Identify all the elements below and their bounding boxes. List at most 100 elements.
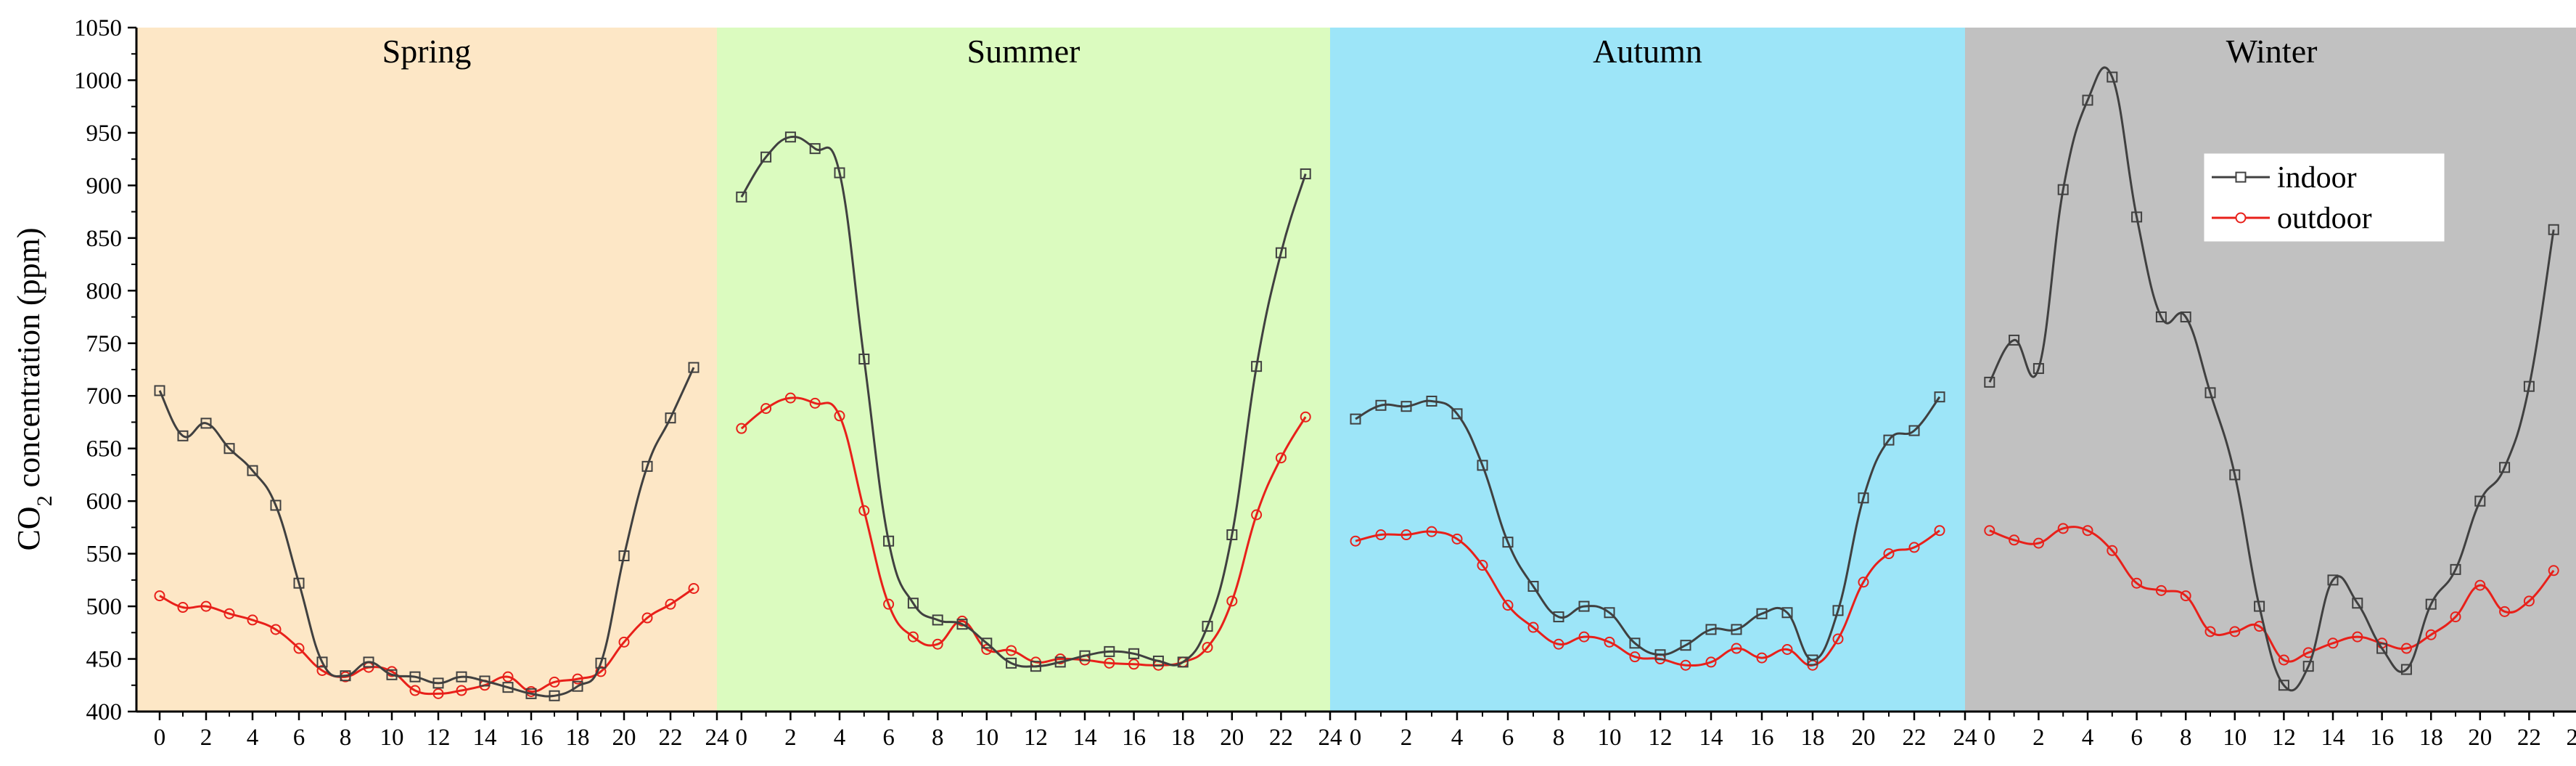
indoor-point-summer-1: [760, 151, 772, 163]
x-tick-label-summer-20: 20: [1220, 725, 1244, 751]
outdoor-point-summer-11: [1006, 645, 1017, 656]
indoor-point-spring-16: [525, 688, 537, 699]
panel-backgrounds: Spring Summer Autumn Winter: [136, 28, 2576, 712]
legend-label-indoor: indoor: [2277, 161, 2357, 195]
outdoor-point-spring-4: [247, 614, 258, 626]
indoor-point-summer-5: [858, 354, 870, 365]
panel-background-spring: [136, 28, 717, 712]
x-tick-label-autumn-20: 20: [1852, 725, 1876, 751]
x-tick-label-spring-16: 16: [520, 725, 543, 751]
x-tick-label-spring-18: 18: [566, 725, 590, 751]
indoor-point-summer-4: [834, 167, 845, 179]
outdoor-point-autumn-7: [1527, 622, 1539, 633]
outdoor-point-winter-18: [2425, 629, 2437, 640]
indoor-point-winter-14: [2327, 574, 2339, 586]
outdoor-point-autumn-10: [1604, 636, 1615, 648]
outdoor-point-autumn-1: [1375, 529, 1387, 541]
indoor-point-summer-20: [1226, 529, 1238, 541]
outdoor-line-winter: [1989, 526, 2555, 663]
x-tick-label-spring-12: 12: [427, 725, 451, 751]
indoor-point-winter-18: [2425, 598, 2437, 610]
x-tick-label-summer-4: 4: [834, 725, 846, 751]
indoor-point-winter-13: [2302, 661, 2314, 672]
outdoor-point-summer-15: [1104, 657, 1115, 669]
x-tick-label-spring-4: 4: [247, 725, 259, 751]
indoor-point-autumn-10: [1604, 607, 1615, 619]
outdoor-point-spring-12: [432, 688, 444, 699]
indoor-line-winter: [1988, 66, 2555, 692]
outdoor-point-summer-22: [1275, 452, 1287, 464]
indoor-point-spring-10: [386, 669, 398, 680]
outdoor-point-spring-2: [200, 600, 212, 612]
x-tick-label-spring-0: 0: [154, 725, 166, 751]
indoor-point-spring-20: [618, 550, 630, 562]
outdoor-point-summer-3: [809, 397, 821, 409]
indoor-point-spring-0: [154, 385, 165, 396]
indoor-point-autumn-6: [1502, 537, 1514, 548]
outdoor-point-summer-4: [834, 410, 845, 422]
indoor-point-spring-6: [293, 577, 305, 589]
y-axis-title: CO2 concentration (ppm): [11, 227, 57, 550]
x-tick-label-autumn-16: 16: [1750, 725, 1774, 751]
indoor-point-summer-2: [784, 131, 796, 143]
outdoor-point-spring-6: [293, 643, 305, 654]
x-tick-label-winter-12: 12: [2272, 725, 2296, 751]
indoor-point-winter-16: [2376, 643, 2388, 654]
x-tick-label-spring-2: 2: [200, 725, 213, 751]
indoor-point-autumn-11: [1629, 637, 1641, 649]
indoor-point-winter-22: [2523, 380, 2535, 392]
indoor-point-summer-14: [1079, 650, 1091, 661]
outdoor-point-autumn-2: [1400, 529, 1412, 541]
outdoor-point-winter-12: [2278, 654, 2289, 666]
x-tick-label-spring-8: 8: [340, 725, 352, 751]
x-tick-label-summer-2: 2: [784, 725, 797, 751]
x-tick-label-autumn-14: 14: [1699, 725, 1723, 751]
outdoor-point-winter-23: [2548, 565, 2559, 576]
y-tick-label-1000: 1000: [74, 68, 122, 94]
x-tick-label-summer-10: 10: [975, 725, 998, 751]
axes: 0 2 4 6 8 10 12 14 16 18 20 22 24 0 2 4 6 8 10 12 14 16 18 20 22…: [74, 15, 2576, 751]
x-tick-label-autumn-2: 2: [1400, 725, 1413, 751]
y-tick-label-950: 950: [86, 121, 123, 147]
outdoor-point-autumn-16: [1756, 652, 1768, 664]
panel-background-winter: [1965, 28, 2576, 712]
indoor-point-winter-8: [2180, 311, 2191, 323]
outdoor-point-autumn-11: [1629, 651, 1641, 663]
indoor-point-autumn-19: [1832, 605, 1844, 616]
indoor-point-autumn-22: [1908, 425, 1920, 436]
outdoor-point-summer-21: [1251, 509, 1263, 521]
indoor-point-spring-14: [479, 675, 491, 687]
outdoor-point-summer-7: [907, 631, 919, 643]
indoor-point-summer-3: [809, 143, 821, 155]
indoor-line-autumn: [1355, 396, 1941, 661]
x-tick-label-autumn-22: 22: [1903, 725, 1927, 751]
outdoor-point-winter-0: [1984, 525, 1995, 537]
indoor-point-spring-7: [316, 656, 328, 668]
y-tick-label-1050: 1050: [74, 15, 122, 41]
indoor-point-winter-9: [2204, 387, 2216, 399]
indoor-point-summer-21: [1251, 361, 1263, 372]
outdoor-point-spring-3: [223, 608, 235, 619]
outdoor-point-winter-9: [2204, 626, 2216, 637]
indoor-point-spring-13: [456, 671, 467, 683]
x-tick-label-spring-20: 20: [612, 725, 636, 751]
indoor-point-spring-18: [572, 680, 583, 692]
outdoor-point-winter-22: [2523, 595, 2535, 607]
indoor-point-autumn-3: [1426, 395, 1437, 407]
indoor-point-winter-15: [2352, 598, 2363, 609]
outdoor-point-spring-21: [641, 612, 653, 624]
indoor-point-summer-12: [1030, 661, 1041, 672]
indoor-point-spring-1: [177, 430, 189, 441]
indoor-point-summer-22: [1275, 247, 1287, 258]
x-tick-label-autumn-10: 10: [1598, 725, 1622, 751]
outdoor-point-autumn-4: [1451, 533, 1463, 545]
outdoor-point-summer-19: [1202, 642, 1213, 653]
y-tick-label-650: 650: [86, 436, 123, 463]
indoor-point-autumn-1: [1375, 399, 1387, 411]
x-tick-label-autumn-4: 4: [1451, 725, 1464, 751]
outdoor-point-autumn-0: [1350, 535, 1361, 547]
outdoor-point-winter-19: [2450, 611, 2461, 623]
outdoor-point-spring-19: [595, 666, 607, 677]
x-tick-label-winter-20: 20: [2468, 725, 2492, 751]
outdoor-point-summer-10: [981, 643, 993, 655]
